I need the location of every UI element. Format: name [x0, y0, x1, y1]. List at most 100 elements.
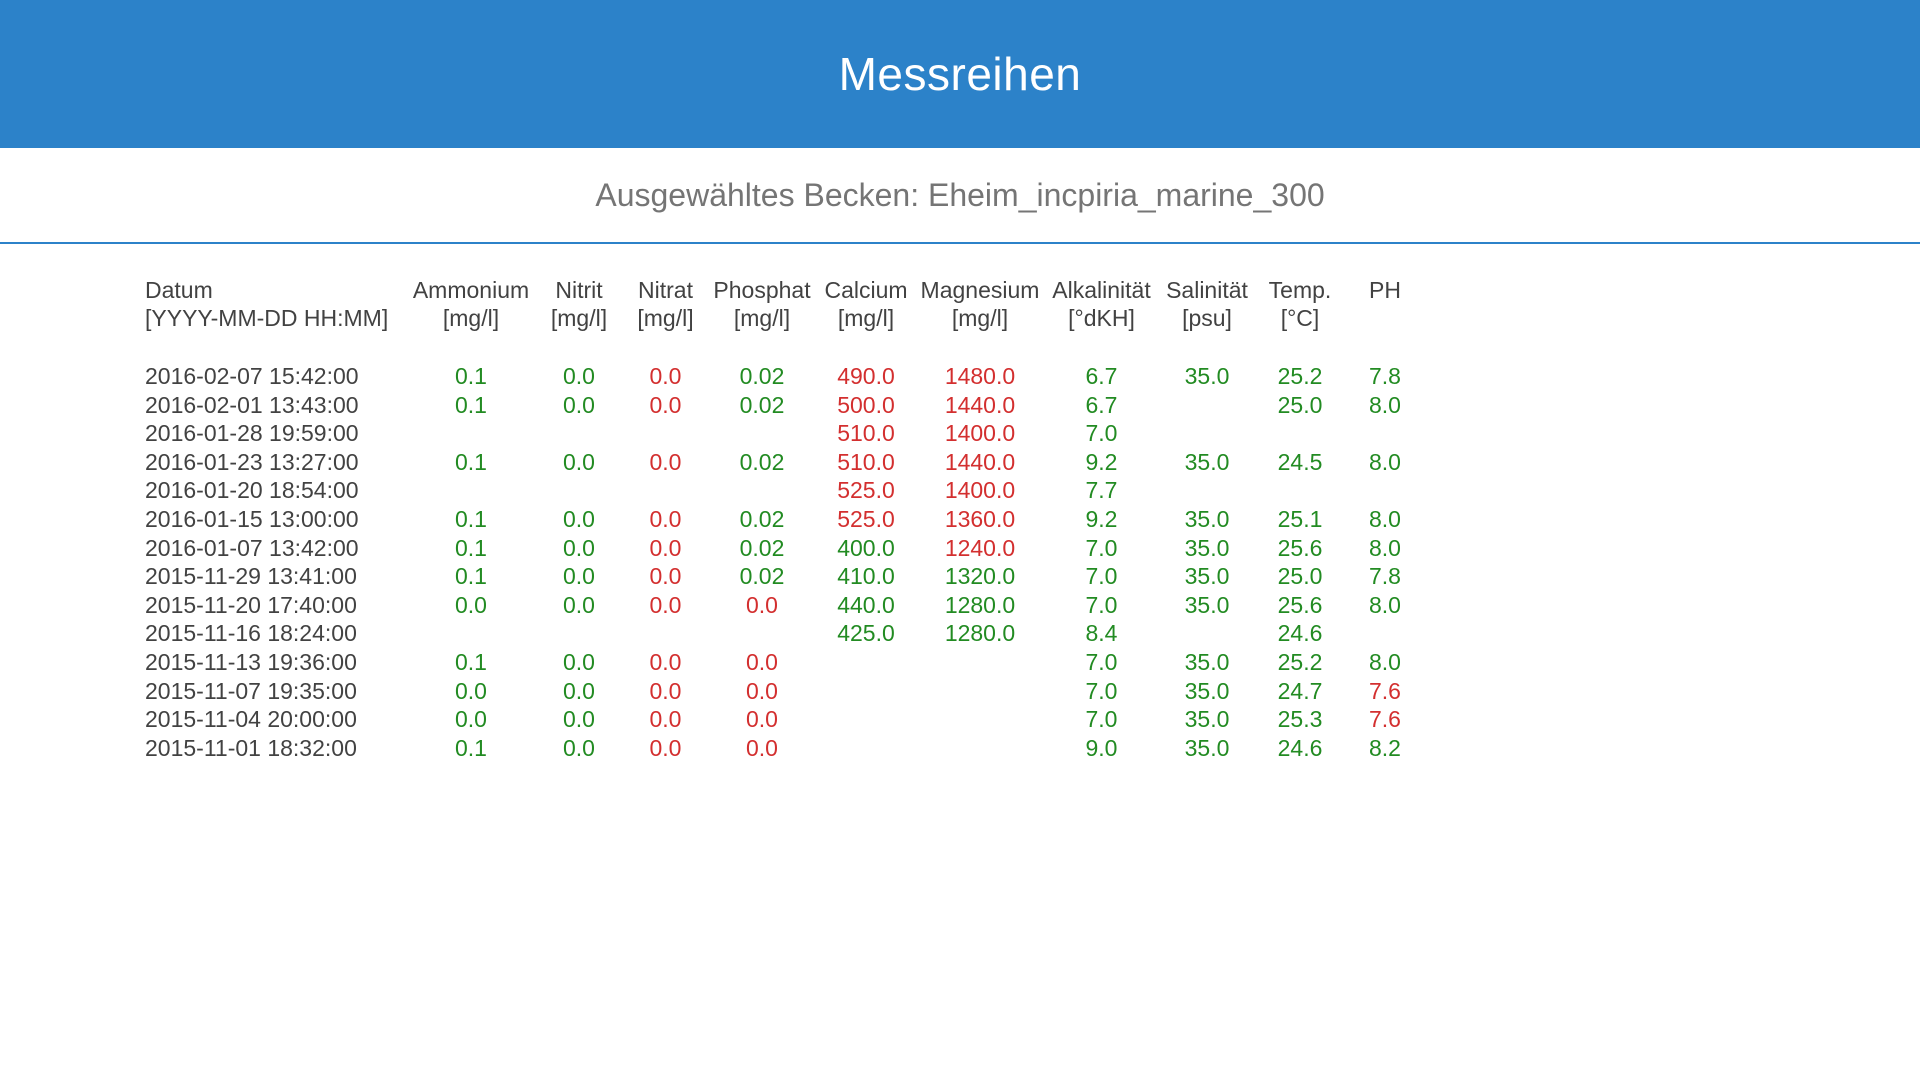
cell-magnesium: 1480.0 — [944, 363, 1016, 389]
cell-calcium: 525.0 — [837, 477, 895, 504]
cell-ammonium — [407, 619, 535, 648]
cell-phosphat: 0.02 — [739, 534, 785, 561]
cell-nitrat: 0.0 — [649, 534, 682, 561]
cell-phosphat: 0.0 — [746, 734, 778, 761]
cell-alkalinitaet: 7.0 — [1085, 677, 1118, 704]
cell-salinitaet: 35.0 — [1184, 534, 1230, 561]
cell-salinitaet: 35.0 — [1184, 734, 1230, 761]
cell-nitrat: 0.0 — [649, 706, 682, 733]
cell-calcium: 510.0 — [837, 420, 895, 447]
column-header-ph: PH — [1369, 277, 1401, 303]
cell-temp: 24.6 — [1277, 620, 1323, 647]
cell-temp: 25.2 — [1277, 363, 1323, 389]
cell-datum: 2016-01-07 13:42:00 — [145, 534, 359, 561]
cell-alkalinitaet: 7.0 — [1085, 706, 1118, 733]
cell-calcium: 400.0 — [837, 534, 895, 561]
cell-datum: 2015-11-16 18:24:00 — [145, 620, 357, 647]
cell-salinitaet: 35.0 — [1184, 591, 1230, 618]
cell-ammonium: 0.0 — [455, 677, 487, 704]
cell-phosphat — [708, 419, 816, 448]
column-header-datum: Datum [YYYY-MM-DD HH:MM] — [145, 277, 389, 331]
cell-salinitaet: 35.0 — [1184, 706, 1230, 733]
cell-datum: 2016-01-15 13:00:00 — [145, 505, 359, 532]
cell-alkalinitaet: 6.7 — [1085, 363, 1118, 389]
cell-calcium: 440.0 — [837, 591, 895, 618]
cell-ph — [1345, 419, 1425, 448]
cell-temp: 24.5 — [1277, 448, 1323, 475]
cell-magnesium — [916, 734, 1044, 763]
column-header-nitrat: Nitrat [mg/l] — [637, 277, 694, 331]
cell-ammonium: 0.1 — [455, 505, 487, 532]
cell-calcium — [816, 648, 916, 677]
cell-magnesium: 1400.0 — [944, 420, 1016, 447]
table-row: 2016-01-20 18:54:00 525.0 1400.0 7.7 — [145, 476, 1425, 505]
table-row: 2016-01-07 13:42:00 0.1 0.0 0.0 0.02 400.0 124… — [145, 534, 1425, 563]
cell-magnesium: 1440.0 — [944, 391, 1016, 418]
cell-alkalinitaet: 7.0 — [1085, 591, 1118, 618]
cell-nitrat: 0.0 — [649, 363, 682, 389]
cell-ph — [1345, 476, 1425, 505]
cell-phosphat: 0.0 — [746, 677, 778, 704]
cell-datum: 2016-02-07 15:42:00 — [145, 363, 359, 389]
cell-nitrit: 0.0 — [563, 706, 595, 733]
cell-ph: 8.0 — [1369, 505, 1401, 532]
cell-datum: 2015-11-13 19:36:00 — [145, 648, 357, 675]
cell-temp: 25.2 — [1277, 648, 1323, 675]
table-row: 2016-01-15 13:00:00 0.1 0.0 0.0 0.02 525.0 136… — [145, 505, 1425, 534]
cell-phosphat: 0.0 — [746, 706, 778, 733]
cell-nitrit: 0.0 — [563, 391, 595, 418]
cell-ammonium — [407, 476, 535, 505]
table-row: 2015-11-04 20:00:00 0.0 0.0 0.0 0.0 7.0 35.0 25… — [145, 705, 1425, 734]
cell-temp: 25.0 — [1277, 391, 1323, 418]
cell-nitrat: 0.0 — [649, 734, 682, 761]
cell-ammonium: 0.1 — [455, 534, 487, 561]
cell-nitrit: 0.0 — [563, 591, 595, 618]
cell-alkalinitaet: 7.0 — [1085, 563, 1118, 590]
cell-ph: 8.0 — [1369, 648, 1401, 675]
table-row: 2016-01-28 19:59:00 510.0 1400.0 7.0 — [145, 419, 1425, 448]
cell-nitrit: 0.0 — [563, 677, 595, 704]
cell-temp — [1255, 419, 1345, 448]
cell-datum: 2016-01-23 13:27:00 — [145, 448, 359, 475]
cell-ammonium — [407, 419, 535, 448]
table-header: Datum [YYYY-MM-DD HH:MM] Ammonium [mg/l] Nit… — [145, 276, 1425, 362]
cell-phosphat — [708, 476, 816, 505]
column-header-temp: Temp. [°C] — [1268, 277, 1332, 331]
cell-temp: 24.7 — [1277, 677, 1323, 704]
cell-temp: 25.6 — [1277, 534, 1323, 561]
cell-salinitaet — [1159, 419, 1255, 448]
cell-magnesium: 1320.0 — [944, 563, 1016, 590]
cell-ph: 7.8 — [1369, 363, 1401, 389]
cell-ammonium: 0.1 — [455, 734, 487, 761]
cell-datum: 2016-01-28 19:59:00 — [145, 420, 359, 447]
cell-ph: 8.0 — [1369, 591, 1401, 618]
column-header-alkalinitaet: Alkalinität [°dKH] — [1052, 277, 1151, 331]
cell-calcium: 490.0 — [837, 363, 895, 389]
cell-phosphat: 0.02 — [739, 391, 785, 418]
cell-nitrat: 0.0 — [649, 391, 682, 418]
cell-nitrat: 0.0 — [649, 677, 682, 704]
cell-salinitaet: 35.0 — [1184, 363, 1230, 389]
cell-alkalinitaet: 8.4 — [1085, 620, 1118, 647]
cell-nitrit: 0.0 — [563, 505, 595, 532]
cell-nitrat — [623, 419, 708, 448]
cell-phosphat: 0.02 — [739, 363, 785, 389]
cell-salinitaet: 35.0 — [1184, 448, 1230, 475]
cell-nitrit: 0.0 — [563, 363, 595, 389]
cell-ph — [1345, 619, 1425, 648]
cell-ammonium: 0.0 — [455, 591, 487, 618]
app-header: Messreihen — [0, 0, 1920, 148]
cell-calcium: 410.0 — [837, 563, 895, 590]
cell-magnesium: 1360.0 — [944, 505, 1016, 532]
cell-temp: 24.6 — [1277, 734, 1323, 761]
column-header-calcium: Calcium [mg/l] — [824, 277, 908, 331]
cell-alkalinitaet: 7.0 — [1085, 534, 1118, 561]
cell-nitrit: 0.0 — [563, 448, 595, 475]
cell-alkalinitaet: 9.2 — [1085, 505, 1118, 532]
messreihen-screen: Messreihen Ausgewähltes Becken: Eheim_in… — [0, 0, 1920, 763]
cell-phosphat: 0.02 — [739, 563, 785, 590]
cell-alkalinitaet: 9.0 — [1085, 734, 1118, 761]
cell-calcium — [816, 677, 916, 706]
cell-calcium: 525.0 — [837, 505, 895, 532]
cell-alkalinitaet: 6.7 — [1085, 391, 1118, 418]
